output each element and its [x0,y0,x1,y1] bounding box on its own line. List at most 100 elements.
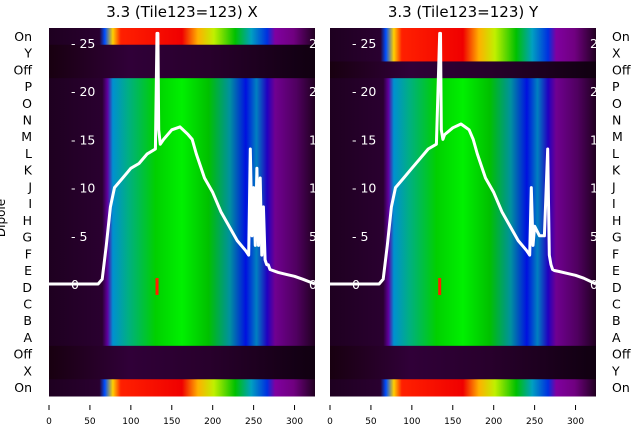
y-tick-label: - 15 [71,132,95,147]
row-label: K [24,163,33,178]
y-tick-label-right: 5 [590,229,598,244]
y-tick-label: - 20 [71,84,95,99]
heatmap-row [330,145,596,163]
y-tick-label: - 25 [352,36,376,51]
x-tick-label: 100 [122,417,139,427]
heatmap-row [330,94,596,113]
x-tick-label: 150 [444,417,461,427]
heatmap-row [330,262,596,280]
row-label: Off [14,62,33,77]
y-axis-label: Dipole [0,199,8,237]
row-label: C [612,297,621,312]
row-label: M [612,129,623,144]
heatmap-row [49,379,315,397]
spectrum-line [330,31,597,286]
hot-pixel-marker [155,278,159,295]
row-label: Off [612,62,631,77]
y-tick-label: - 10 [352,181,376,196]
hot-pixel-marker [438,278,442,295]
row-label: X [23,363,32,378]
row-label: F [612,246,619,261]
heatmap-row [330,28,596,46]
row-label: E [612,263,620,278]
row-label: I [612,196,616,211]
row-label: D [22,280,32,295]
heatmap-row [330,228,596,246]
row-label: On [612,29,630,44]
heatmap-row [49,111,315,129]
y-tick-label: - 25 [71,36,95,51]
row-label: G [612,230,622,245]
x-tick-label: 250 [526,417,543,427]
y-tick-label-right: 25 [590,36,606,51]
heatmap-row [49,28,315,46]
row-label: L [25,146,32,161]
row-label: N [612,113,621,128]
x-tick-label: 50 [84,417,96,427]
y-tick-label-right: 25 [309,36,325,51]
heatmap-row [330,278,596,297]
heatmap-row [49,94,315,113]
x-tick-label: 200 [485,417,502,427]
row-label: Y [611,363,620,378]
heatmap-row [49,161,315,180]
heatmap-row [330,379,596,397]
row-label: C [23,297,32,312]
row-label: Off [14,347,33,362]
heatmap-row [49,295,315,313]
y-tick-label-right: 10 [590,181,606,196]
heatmap-row [330,245,596,263]
heatmap-row [49,195,315,213]
heatmap-row [330,178,596,196]
heatmap-row [330,44,596,62]
row-label: D [612,280,622,295]
x-tick-label: 0 [46,417,52,427]
x-tick-label: 100 [403,417,420,427]
row-label: Y [23,46,32,61]
row-label: O [612,96,622,111]
row-label: X [612,46,621,61]
heatmap-row [49,278,315,297]
heatmap-row [330,362,596,380]
heatmap-row [330,312,596,330]
panel-title: 3.3 (Tile123=123) X [106,3,257,21]
heatmap-row [49,128,315,146]
row-label: On [14,380,32,395]
row-label: M [21,129,32,144]
y-tick-label-right: 20 [590,84,606,99]
x-tick-label: 0 [327,417,333,427]
heatmap-row [49,362,315,380]
row-label: Off [612,347,631,362]
heatmap-row [49,145,315,163]
y-tick-label: - 15 [352,132,376,147]
heatmap-row [49,312,315,330]
x-tick-label: 300 [286,417,303,427]
y-tick-label-right: 10 [309,181,325,196]
x-tick-label: 300 [567,417,584,427]
row-label: On [14,29,32,44]
y-tick-label: - 5 [352,229,368,244]
panel-x: 3.3 (Tile123=123) XOnYOffPONMLKJIHGFEDCB… [14,3,325,427]
heatmap-row [49,262,315,280]
row-label: B [23,313,32,328]
row-label: G [22,230,32,245]
x-tick-label: 50 [365,417,377,427]
heatmap-row [330,128,596,146]
row-label: I [28,196,32,211]
heatmap-row [330,78,596,96]
panel-y: 3.3 (Tile123=123) YOnXOffPONMLKJIHGFEDCB… [327,3,631,427]
row-label: On [612,380,630,395]
spectrum-line [49,31,316,286]
heatmap-row [49,212,315,230]
x-tick-label: 150 [163,417,180,427]
heatmap-row [49,228,315,246]
y-tick-label: - 5 [71,229,87,244]
heatmap-row [330,195,596,213]
heatmap-row [49,78,315,96]
heatmap-row [330,212,596,230]
x-tick-label: 250 [245,417,262,427]
y-tick-label-right: 15 [309,132,325,147]
heatmap-row [330,345,596,364]
panel-title: 3.3 (Tile123=123) Y [388,3,539,21]
